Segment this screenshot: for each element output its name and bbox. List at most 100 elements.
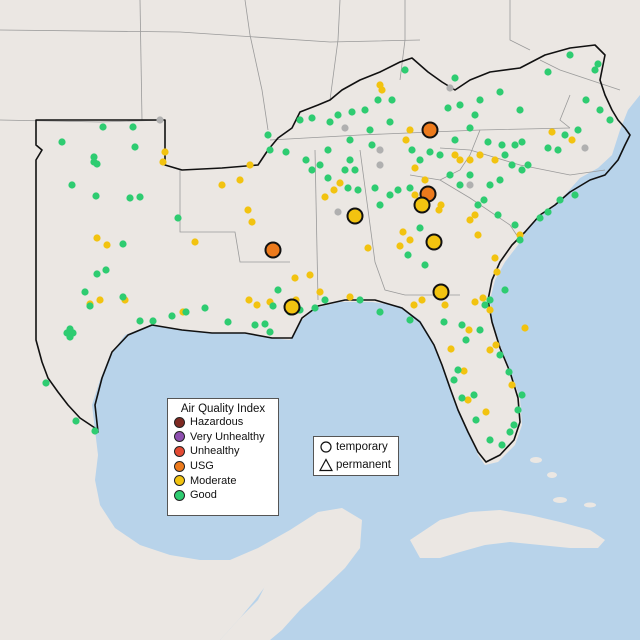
monitor-good[interactable] <box>496 351 504 359</box>
monitor-good[interactable] <box>544 68 552 76</box>
monitor-good[interactable] <box>266 328 274 336</box>
monitor-moderate[interactable] <box>159 158 167 166</box>
monitor-moderate[interactable] <box>336 179 344 187</box>
monitor-moderate[interactable] <box>244 206 252 214</box>
monitor-good[interactable] <box>436 151 444 159</box>
monitor-moderate[interactable] <box>396 242 404 250</box>
monitor-good[interactable] <box>496 88 504 96</box>
monitor-good[interactable] <box>371 184 379 192</box>
monitor-good[interactable] <box>386 191 394 199</box>
monitor-good[interactable] <box>574 126 582 134</box>
monitor-good[interactable] <box>516 106 524 114</box>
monitor-good[interactable] <box>571 191 579 199</box>
monitor-good[interactable] <box>496 176 504 184</box>
monitor-moderate[interactable] <box>460 367 468 375</box>
monitor-moderate[interactable] <box>464 396 472 404</box>
monitor-good[interactable] <box>72 417 80 425</box>
monitor-good[interactable] <box>501 151 509 159</box>
monitor-moderate[interactable] <box>492 341 500 349</box>
monitor-good[interactable] <box>401 66 409 74</box>
monitor-moderate[interactable] <box>246 161 254 169</box>
monitor-good[interactable] <box>394 186 402 194</box>
monitor-good[interactable] <box>354 186 362 194</box>
monitor-good[interactable] <box>561 131 569 139</box>
monitor-good[interactable] <box>506 428 514 436</box>
monitor-good[interactable] <box>440 318 448 326</box>
monitor-moderate[interactable] <box>346 293 354 301</box>
monitor-moderate[interactable] <box>479 294 487 302</box>
monitor-good[interactable] <box>596 106 604 114</box>
monitor-moderate[interactable] <box>248 218 256 226</box>
monitor-good[interactable] <box>456 101 464 109</box>
monitor-good[interactable] <box>182 308 190 316</box>
monitor-good[interactable] <box>282 148 290 156</box>
monitor-moderate[interactable] <box>218 181 226 189</box>
monitor-no-data[interactable] <box>376 146 384 154</box>
monitor-good[interactable] <box>346 136 354 144</box>
monitor-good[interactable] <box>462 336 470 344</box>
monitor-good[interactable] <box>501 286 509 294</box>
monitor-good[interactable] <box>480 196 488 204</box>
monitor-good[interactable] <box>508 161 516 169</box>
monitor-good[interactable] <box>466 124 474 132</box>
monitor-moderate[interactable] <box>508 381 516 389</box>
monitor-good[interactable] <box>524 161 532 169</box>
monitor-good[interactable] <box>566 51 574 59</box>
monitor-moderate[interactable] <box>330 186 338 194</box>
monitor-moderate[interactable] <box>441 301 449 309</box>
monitor-good[interactable] <box>308 166 316 174</box>
monitor-good[interactable] <box>102 266 110 274</box>
monitor-good[interactable] <box>308 114 316 122</box>
monitor-moderate[interactable] <box>236 176 244 184</box>
monitor-moderate[interactable] <box>465 326 473 334</box>
monitor-moderate[interactable] <box>447 345 455 353</box>
monitor-moderate[interactable] <box>548 128 556 136</box>
monitor-moderate[interactable] <box>406 236 414 244</box>
monitor-good[interactable] <box>544 208 552 216</box>
monitor-good[interactable] <box>470 391 478 399</box>
monitor-good[interactable] <box>450 376 458 384</box>
monitor-moderate[interactable] <box>471 298 479 306</box>
monitor-large-moderate[interactable] <box>432 283 450 301</box>
monitor-moderate[interactable] <box>466 216 474 224</box>
monitor-good[interactable] <box>311 304 319 312</box>
monitor-good[interactable] <box>486 296 494 304</box>
monitor-good[interactable] <box>81 288 89 296</box>
monitor-good[interactable] <box>556 196 564 204</box>
monitor-moderate[interactable] <box>378 86 386 94</box>
monitor-good[interactable] <box>131 143 139 151</box>
monitor-moderate[interactable] <box>93 234 101 242</box>
monitor-good[interactable] <box>446 171 454 179</box>
monitor-moderate[interactable] <box>411 191 419 199</box>
monitor-moderate[interactable] <box>568 136 576 144</box>
monitor-good[interactable] <box>474 201 482 209</box>
monitor-moderate[interactable] <box>410 301 418 309</box>
monitor-good[interactable] <box>498 441 506 449</box>
monitor-good[interactable] <box>444 104 452 112</box>
monitor-good[interactable] <box>408 146 416 154</box>
monitor-good[interactable] <box>486 436 494 444</box>
monitor-large-moderate[interactable] <box>346 207 364 225</box>
monitor-good[interactable] <box>404 251 412 259</box>
monitor-good[interactable] <box>92 192 100 200</box>
monitor-good[interactable] <box>458 321 466 329</box>
monitor-no-data[interactable] <box>376 161 384 169</box>
monitor-good[interactable] <box>126 194 134 202</box>
monitor-good[interactable] <box>264 131 272 139</box>
monitor-good[interactable] <box>456 181 464 189</box>
monitor-moderate[interactable] <box>245 296 253 304</box>
monitor-good[interactable] <box>544 144 552 152</box>
monitor-good[interactable] <box>274 286 282 294</box>
monitor-good[interactable] <box>471 111 479 119</box>
monitor-good[interactable] <box>90 153 98 161</box>
monitor-good[interactable] <box>374 96 382 104</box>
monitor-moderate[interactable] <box>402 136 410 144</box>
monitor-good[interactable] <box>416 224 424 232</box>
monitor-moderate[interactable] <box>516 231 524 239</box>
monitor-good[interactable] <box>316 161 324 169</box>
monitor-moderate[interactable] <box>471 211 479 219</box>
monitor-good[interactable] <box>136 317 144 325</box>
monitor-good[interactable] <box>93 270 101 278</box>
monitor-good[interactable] <box>606 116 614 124</box>
monitor-large-moderate[interactable] <box>283 298 301 316</box>
